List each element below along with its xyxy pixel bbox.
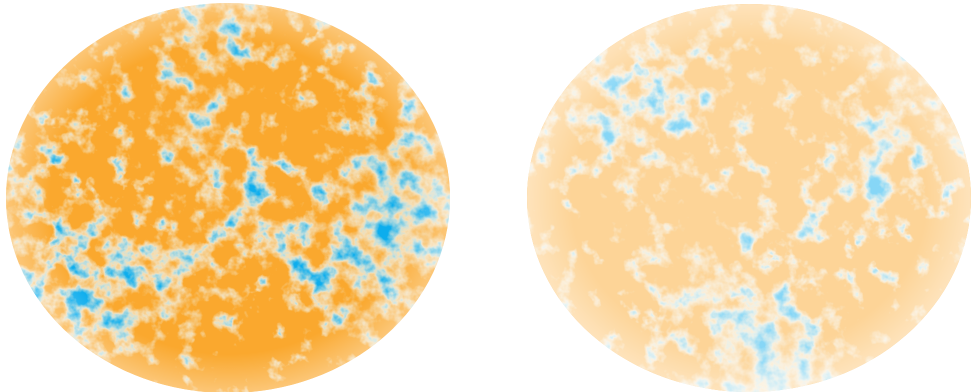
right-sphere-rim (527, 4, 971, 392)
left-sphere (6, 3, 450, 392)
left-sphere-rim (6, 3, 450, 392)
right-sphere (527, 4, 971, 392)
